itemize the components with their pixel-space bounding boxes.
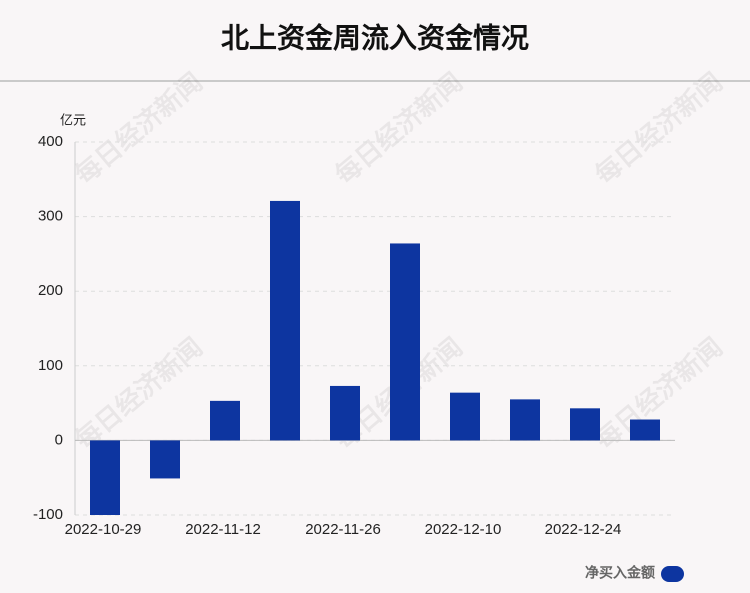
bar [570,408,600,441]
y-tick-label: 0 [55,431,63,448]
y-unit: 亿元 [60,112,86,127]
bar [270,200,300,441]
x-tick-label: 2022-11-12 [185,521,261,538]
bar [90,440,120,515]
bar [390,243,420,441]
x-tick-label: 2022-12-10 [425,521,502,538]
bar [150,440,180,479]
watermark: 每日经济新闻 [69,67,208,190]
x-tick-label: 2022-10-29 [65,521,142,538]
legend-label: 净买入金额 [585,565,655,581]
y-tick-label: 100 [38,357,63,374]
y-tick-label: 200 [38,282,63,299]
bar [330,385,360,441]
chart-title: 北上资金周流入资金情况 [221,21,529,53]
y-tick-label: 300 [38,208,63,225]
x-tick-label: 2022-12-24 [545,521,622,538]
y-tick-label: -100 [33,506,63,523]
x-tick-label: 2022-11-26 [305,521,381,538]
watermark: 每日经济新闻 [69,332,208,455]
watermark: 每日经济新闻 [329,67,468,190]
bar [450,392,480,441]
bar [630,419,660,441]
watermark: 每日经济新闻 [589,67,728,190]
bar [510,399,540,441]
legend-swatch [661,566,684,582]
y-tick-label: 400 [38,133,63,150]
bar [210,400,240,441]
